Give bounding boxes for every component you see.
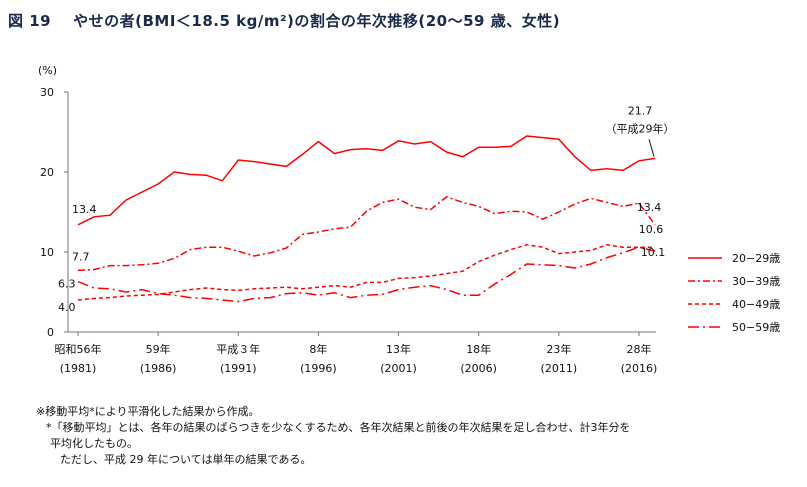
x-tick-sublabel: (1996) <box>300 362 337 375</box>
legend-label-4: 50−59歳 <box>732 321 780 334</box>
x-tick-label: 13年 <box>386 342 411 356</box>
y-tick-label: 0 <box>47 326 54 339</box>
callout-line <box>648 139 655 157</box>
footnote-4: ただし、平成 29 年については単年の結果である。 <box>60 453 312 466</box>
data-label: 4.0 <box>58 301 76 314</box>
data-label: 10.6 <box>639 223 664 236</box>
x-tick-sublabel: (1981) <box>60 362 97 375</box>
footnote-3: 平均化したもの。 <box>50 437 138 450</box>
data-label: 13.4 <box>72 203 97 216</box>
data-label-note: （平成29年） <box>606 121 675 135</box>
figure-title-text: やせの者(BMI＜18.5 kg/m²)の割合の年次推移(20～59 歳、女性) <box>73 12 561 30</box>
x-tick-label: 28年 <box>626 342 651 356</box>
series-line-1 <box>77 135 656 226</box>
x-tick-sublabel: (2016) <box>621 362 658 375</box>
data-label: 6.3 <box>58 278 76 291</box>
x-tick-label: 59年 <box>146 342 171 356</box>
x-tick-label: 8年 <box>309 342 327 356</box>
x-tick-label: 昭和56年 <box>55 342 102 356</box>
y-tick-label: 10 <box>40 246 54 259</box>
data-label: 13.4 <box>637 201 662 214</box>
x-tick-label: 平成３年 <box>216 342 260 356</box>
footnotes: ※移動平均*により平滑化した結果から作成。 *「移動平均」とは、各年の結果のばら… <box>36 404 631 468</box>
footnote-2: *「移動平均」とは、各年の結果のばらつきを少なくするため、各年次結果と前後の年次… <box>46 421 631 434</box>
legend-label-3: 40−49歳 <box>732 298 780 311</box>
data-label: 7.7 <box>72 250 90 263</box>
x-tick-label: 18年 <box>466 342 491 356</box>
data-label: 10.1 <box>641 246 666 259</box>
figure-number: 図 19 <box>8 12 52 30</box>
x-tick-sublabel: (2001) <box>380 362 417 375</box>
y-axis-label: (%) <box>38 64 57 77</box>
legend-label-2: 30−39歳 <box>732 275 780 288</box>
y-tick-label: 20 <box>40 166 54 179</box>
x-tick-sublabel: (1991) <box>220 362 257 375</box>
legend-label-1: 20−29歳 <box>732 252 780 265</box>
x-tick-label: 23年 <box>546 342 571 356</box>
footnote-1: ※移動平均*により平滑化した結果から作成。 <box>36 405 260 418</box>
y-tick-label: 30 <box>40 86 54 99</box>
series-line-3 <box>77 244 655 301</box>
figure-title: 図 19 やせの者(BMI＜18.5 kg/m²)の割合の年次推移(20～59 歳… <box>8 10 560 31</box>
x-tick-sublabel: (1986) <box>140 362 177 375</box>
x-tick-sublabel: (2011) <box>541 362 578 375</box>
line-chart: (%) 0 10 20 30 昭和56年 (1981) 59年 (1986) 平成３年 (1991)… <box>38 64 780 375</box>
data-label: 21.7 <box>628 104 653 117</box>
x-tick-sublabel: (2006) <box>460 362 497 375</box>
series-line-2 <box>77 195 656 272</box>
